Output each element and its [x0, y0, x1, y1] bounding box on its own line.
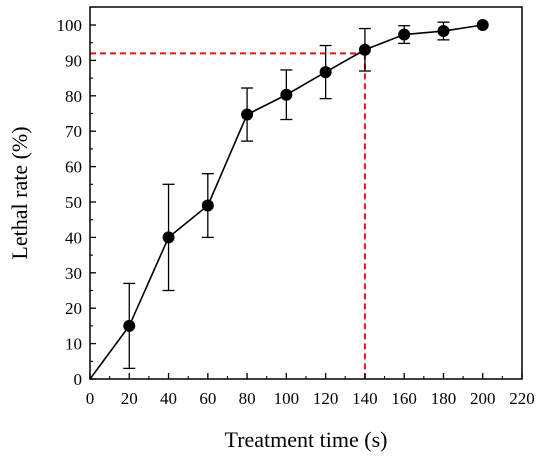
x-tick-label: 140: [352, 389, 378, 408]
y-tick-label: 10: [65, 335, 82, 354]
data-point: [162, 231, 175, 244]
data-point: [319, 66, 332, 79]
y-tick-label: 40: [65, 228, 82, 247]
y-tick-label: 50: [65, 193, 82, 212]
x-tick-label: 20: [121, 389, 138, 408]
x-tick-label: 60: [199, 389, 216, 408]
x-tick-label: 40: [160, 389, 177, 408]
x-tick-label: 200: [470, 389, 496, 408]
y-tick-label: 60: [65, 158, 82, 177]
y-tick-label: 90: [65, 51, 82, 70]
y-tick-label: 100: [57, 16, 83, 35]
y-tick-label: 80: [65, 87, 82, 106]
data-point: [123, 319, 136, 332]
plot-frame: [89, 6, 523, 380]
x-tick-label: 120: [313, 389, 339, 408]
data-point: [358, 43, 371, 56]
data-point: [437, 25, 450, 38]
y-tick-label: 20: [65, 299, 82, 318]
data-point: [476, 19, 489, 31]
x-tick-label: 220: [509, 389, 535, 408]
x-tick-label: 180: [431, 389, 457, 408]
x-tick-label: 0: [86, 389, 95, 408]
x-tick-label: 80: [239, 389, 256, 408]
y-tick-label: 30: [65, 264, 82, 283]
y-tick-label: 0: [74, 370, 83, 389]
x-axis-title: Treatment time (s): [225, 427, 388, 452]
data-point: [398, 28, 411, 41]
y-tick-label: 70: [65, 122, 82, 141]
data-point: [241, 108, 254, 121]
data-point: [280, 88, 293, 101]
y-axis-title: Lethal rate (%): [7, 126, 32, 259]
x-tick-label: 160: [391, 389, 417, 408]
x-tick-label: 100: [274, 389, 300, 408]
data-point: [201, 199, 214, 212]
